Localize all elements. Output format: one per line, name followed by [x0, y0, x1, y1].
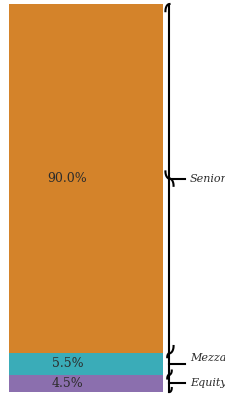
Text: Mezzanine: Mezzanine [189, 353, 225, 363]
Bar [9, 4, 162, 353]
Text: 5.5%: 5.5% [51, 357, 83, 370]
Text: Equity: Equity [189, 378, 225, 388]
Bar [9, 353, 162, 374]
Bar [9, 374, 162, 392]
Text: Senior: Senior [189, 174, 225, 184]
Text: 4.5%: 4.5% [51, 377, 83, 390]
Text: 90.0%: 90.0% [47, 172, 87, 185]
